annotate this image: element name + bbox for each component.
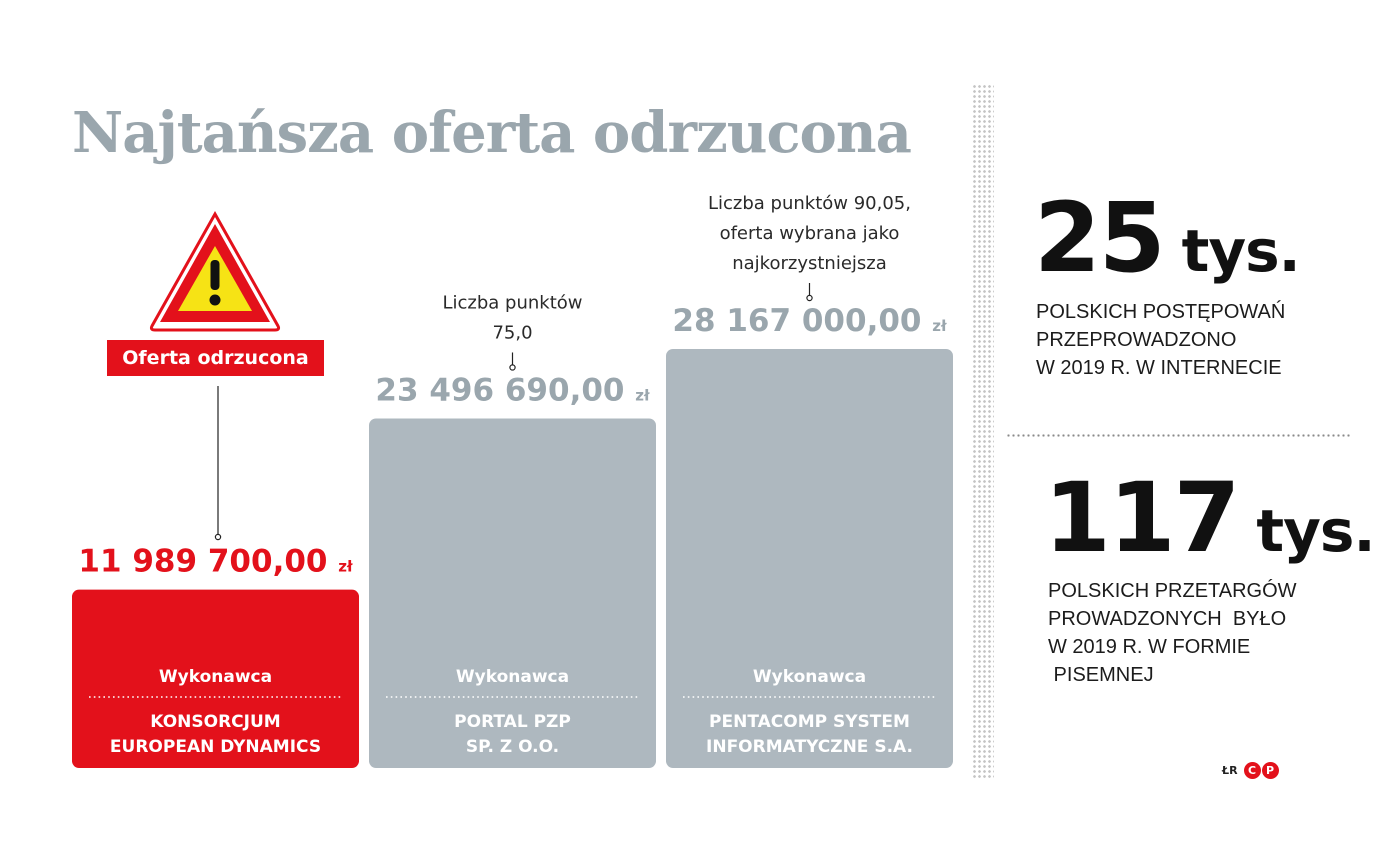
badge-connector-dot bbox=[214, 533, 222, 541]
bar bbox=[369, 418, 656, 768]
rejected-offer-badge: Oferta odrzucona bbox=[107, 340, 324, 376]
bar-value-label: 28 167 000,00 zł bbox=[672, 303, 947, 339]
bar bbox=[72, 589, 359, 768]
logo-letter: C bbox=[1243, 762, 1261, 779]
note-connector-dot bbox=[509, 364, 516, 371]
bar bbox=[666, 349, 953, 768]
stat-unit: tys. bbox=[1181, 217, 1301, 285]
bar-chart: Wykonawca KONSORCJUM EUROPEAN DYNAMICS 11 9… bbox=[72, 193, 953, 768]
stat-number: 25 bbox=[1034, 182, 1166, 294]
publisher-logo: ŁR C P bbox=[1222, 762, 1280, 779]
stat-number: 117 bbox=[1044, 462, 1240, 574]
stat-description: POLSKICH POSTĘPOWAŃ PRZEPROWADZONO W 201… bbox=[1036, 301, 1286, 379]
stat-online-proceedings: 25 tys. bbox=[1034, 182, 1301, 294]
stat-unit: tys. bbox=[1256, 497, 1375, 565]
bar-company-name: EUROPEAN DYNAMICS bbox=[110, 737, 321, 757]
horizontal-divider bbox=[1006, 434, 1352, 437]
bar-category-label: Wykonawca bbox=[753, 667, 866, 687]
note-connector-dot bbox=[806, 294, 813, 302]
stat-description: POLSKICH PRZETARGÓW PROWADZONYCH BYŁO W … bbox=[1048, 580, 1297, 686]
stat-paper-tenders: 117 tys. bbox=[1044, 462, 1375, 574]
bar-note: oferta wybrana jako bbox=[720, 223, 900, 244]
bar-note: najkorzystniejsza bbox=[732, 253, 887, 274]
bar-company-name: SP. Z O.O. bbox=[466, 737, 559, 757]
bar-note: Liczba punktów bbox=[442, 292, 582, 313]
warning-triangle-icon bbox=[149, 210, 281, 332]
bar-category-label: Wykonawca bbox=[456, 667, 569, 687]
bar-company-name: INFORMATYCZNE S.A. bbox=[706, 737, 913, 757]
bar-company-name: KONSORCJUM bbox=[150, 712, 280, 732]
logo-letter: P bbox=[1261, 762, 1279, 779]
bar-category-label: Wykonawca bbox=[159, 667, 272, 687]
vertical-divider bbox=[972, 84, 994, 778]
bar-note: 75,0 bbox=[492, 322, 532, 343]
bar-value-label: 11 989 700,00 zł bbox=[78, 544, 353, 580]
bar-company-name: PENTACOMP SYSTEM bbox=[709, 712, 910, 732]
bar-value-label: 23 496 690,00 zł bbox=[375, 372, 650, 408]
author-initials: ŁR bbox=[1222, 764, 1238, 777]
bar-note: Liczba punktów 90,05, bbox=[708, 193, 911, 214]
page-title: Najtańsza oferta odrzucona bbox=[72, 100, 912, 166]
bar-company-name: PORTAL PZP bbox=[454, 712, 571, 732]
